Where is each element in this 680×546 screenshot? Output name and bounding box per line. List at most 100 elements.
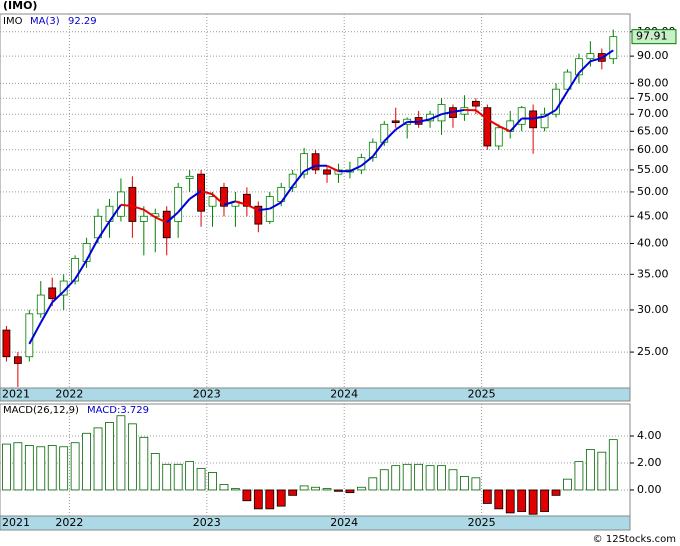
y-tick-label: 80.00 [637, 76, 669, 89]
ma-segment [235, 200, 248, 206]
candle-body [174, 186, 183, 222]
ma-segment [108, 204, 122, 223]
macd-bar [356, 486, 366, 491]
macd-bar [402, 463, 412, 491]
macd-bar [414, 463, 424, 491]
macd-bar [608, 439, 618, 491]
macd-bar [563, 478, 572, 491]
macd-bar [185, 461, 195, 491]
macd-bar [70, 442, 80, 491]
y-tick-label: 4.00 [637, 429, 662, 442]
y-tick-label: 25.00 [637, 345, 669, 358]
macd-bar [116, 415, 126, 491]
footer: © 12Stocks.com [593, 534, 676, 545]
candle-body [483, 107, 492, 147]
ma-segment [85, 238, 99, 261]
ma-segment [452, 108, 465, 113]
ma-segment [143, 208, 156, 219]
macd-bar [471, 477, 481, 491]
candle-body [139, 215, 148, 222]
ma-segment [223, 200, 236, 206]
ma-segment [544, 109, 557, 118]
candle-body [117, 191, 125, 217]
candle-body [2, 329, 11, 358]
ma-segment [51, 290, 65, 304]
ma-segment [566, 72, 580, 92]
x-tick-label: 2025 [468, 516, 496, 529]
ma-segment [418, 118, 431, 123]
macd-bar [59, 446, 69, 491]
macd-bar [276, 489, 286, 507]
candle-body [128, 186, 137, 222]
ma-segment [132, 205, 145, 211]
macd-bar [505, 489, 515, 514]
macd-bar [105, 422, 114, 491]
macd-bar [36, 446, 46, 491]
macd-bar [379, 469, 389, 491]
candle-body [575, 58, 583, 76]
y-tick-label: 45.00 [637, 209, 669, 222]
candle-body [300, 153, 309, 175]
ma-segment [429, 113, 442, 121]
macd-bar [299, 485, 309, 491]
y-tick-label: 50.00 [637, 185, 669, 198]
candle-body [220, 186, 228, 207]
macd-bar [460, 476, 469, 491]
macd-bar [540, 489, 549, 512]
price-date-band [0, 387, 631, 402]
last-price-box [631, 29, 677, 45]
macd-bar [322, 488, 332, 491]
candle-body [48, 287, 57, 300]
ma-segment [280, 185, 294, 203]
macd-bar [208, 472, 217, 491]
candle-body [71, 257, 80, 282]
ma-segment [189, 190, 202, 200]
y-tick-label: 90.00 [637, 49, 669, 62]
candle-body [552, 88, 560, 115]
ma-segment [509, 117, 523, 132]
candle-body [242, 193, 251, 207]
macd-bar [597, 451, 607, 491]
ma-segment [258, 207, 270, 212]
ma-segment [74, 259, 88, 280]
x-tick-label: 2021 [2, 516, 30, 529]
ma-value: 92.29 [68, 16, 97, 27]
ma-segment [39, 301, 54, 324]
macd-bar [265, 489, 275, 510]
y-tick-label: 60.00 [637, 143, 669, 156]
candle-body [185, 175, 194, 179]
candle-body [323, 169, 331, 175]
ma-segment [166, 211, 179, 224]
ma-segment [555, 90, 569, 111]
ma-segment [200, 190, 213, 196]
macd-bar [448, 469, 458, 491]
ma-segment [383, 128, 397, 142]
ma-segment [28, 322, 42, 345]
macd-bar [482, 489, 492, 504]
ma-segment [211, 193, 225, 206]
last-price-label: 97.91 [636, 30, 668, 43]
macd-bar [311, 486, 320, 491]
macd-bar [494, 489, 504, 510]
ma-segment [372, 140, 386, 158]
candle-body [540, 113, 549, 129]
x-tick-label: 2022 [55, 516, 83, 529]
macd-bar [173, 463, 183, 491]
candle-body [609, 36, 618, 60]
candle-body [586, 53, 595, 60]
ma-segment [360, 155, 374, 167]
symbol-label: IMO [3, 16, 23, 27]
macd-bar [517, 489, 527, 512]
macd-bar [253, 489, 263, 510]
macd-bar [127, 423, 137, 491]
ma-segment [177, 198, 191, 213]
ma-segment [120, 203, 133, 208]
macd-bar [368, 477, 378, 491]
candle-body [162, 210, 171, 239]
y-tick-label: 2.00 [637, 456, 662, 469]
y-tick-label: 55.00 [637, 163, 669, 176]
ma-segment [578, 60, 592, 74]
macd-bar [528, 489, 538, 515]
macd-bar [24, 445, 34, 491]
